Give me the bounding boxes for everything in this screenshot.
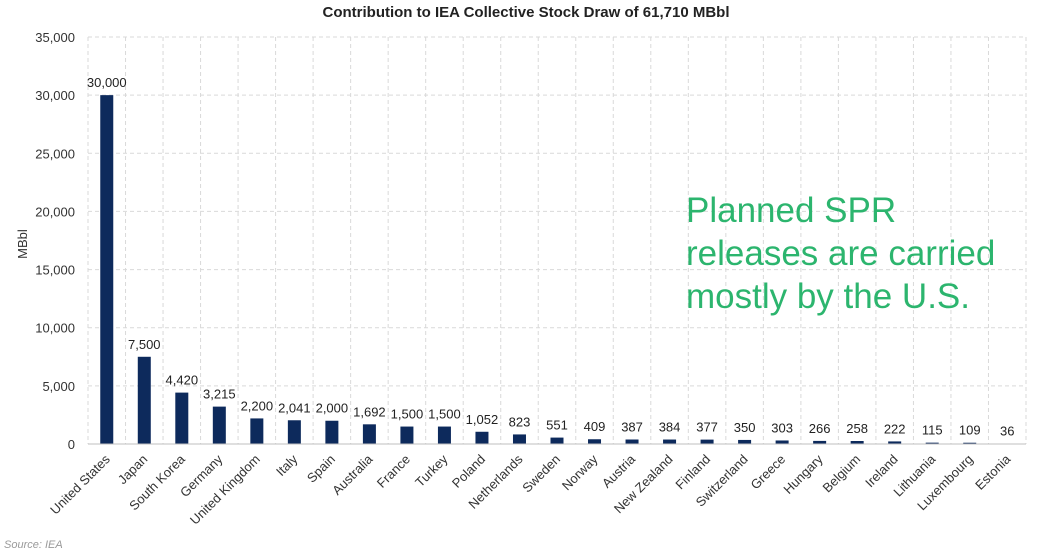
data-label: 222	[884, 421, 906, 436]
x-tick-label: Turkey	[412, 451, 451, 490]
y-tick-label: 15,000	[35, 263, 75, 278]
x-tick-label: Australia	[329, 451, 376, 498]
data-label: 551	[546, 418, 568, 433]
x-tick-label: Belgium	[819, 452, 863, 496]
bar	[850, 440, 864, 444]
y-tick-label: 30,000	[35, 88, 75, 103]
annotation-line-1: Planned SPR	[686, 191, 896, 230]
bar	[250, 418, 264, 444]
bar	[287, 420, 301, 444]
data-labels: 30,000 7,500 4,420 3,215 2,200 2,041 2,000 1,69…	[87, 75, 1015, 438]
x-tick-label: United Kingdom	[187, 452, 263, 528]
data-label: 1,500	[428, 407, 461, 422]
x-tick-label: Japan	[115, 452, 151, 488]
data-label: 115	[922, 423, 943, 438]
annotation-line-3: mostly by the U.S.	[686, 277, 970, 316]
y-axis-label: MBbl	[15, 229, 30, 259]
bar	[663, 439, 677, 444]
annotation-line-2: releases are carried	[686, 234, 995, 273]
data-label: 2,000	[316, 401, 349, 416]
bar	[888, 441, 902, 444]
x-tick-label: United States	[47, 451, 113, 517]
x-tick-label: Italy	[273, 451, 301, 479]
y-tick-label: 0	[68, 437, 75, 452]
bar	[700, 439, 714, 444]
data-label: 30,000	[87, 75, 127, 90]
bar	[588, 439, 602, 444]
bar	[775, 440, 789, 444]
x-tick-label: Sweden	[519, 452, 563, 496]
y-tick-label: 20,000	[35, 204, 75, 219]
bar	[362, 424, 376, 444]
bars	[100, 95, 1014, 445]
data-label: 409	[584, 419, 606, 434]
bar	[625, 439, 639, 444]
bar	[437, 426, 451, 444]
x-tick-label: France	[374, 452, 413, 491]
bar	[925, 442, 939, 444]
bar	[400, 426, 414, 444]
data-label: 2,200	[241, 398, 274, 413]
data-label: 3,215	[203, 387, 236, 402]
bar	[137, 356, 151, 444]
bar	[550, 437, 564, 444]
data-label: 384	[659, 420, 681, 435]
x-tick-label: Spain	[304, 452, 338, 486]
data-label: 823	[509, 414, 531, 429]
data-label: 350	[734, 420, 756, 435]
x-tick-label: Estonia	[972, 451, 1014, 493]
bar	[963, 442, 977, 444]
x-tick-label: Hungary	[780, 451, 826, 497]
data-label: 7,500	[128, 337, 161, 352]
data-label: 303	[771, 420, 793, 435]
chart-title: Contribution to IEA Collective Stock Dra…	[323, 4, 730, 21]
y-tick-label: 5,000	[42, 379, 75, 394]
bar	[325, 420, 339, 444]
data-label: 1,052	[466, 412, 499, 427]
gridlines	[87, 36, 1027, 444]
data-label: 387	[621, 419, 643, 434]
x-tick-label: Norway	[559, 451, 601, 493]
data-label: 4,420	[166, 373, 199, 388]
data-label: 2,041	[278, 400, 311, 415]
y-tick-label: 10,000	[35, 321, 75, 336]
data-label: 258	[846, 421, 868, 436]
bar	[738, 439, 752, 444]
y-axis-ticks: 0 5,000 10,000 15,000 20,000 25,000 30,000 35,0…	[35, 30, 75, 452]
bar	[475, 431, 489, 444]
bar	[212, 406, 226, 444]
bar	[100, 95, 114, 445]
source-note: Source: IEA	[4, 539, 63, 551]
data-label: 1,500	[391, 407, 424, 422]
data-label: 36	[1000, 424, 1014, 439]
data-label: 377	[696, 420, 718, 435]
data-label: 266	[809, 421, 831, 436]
data-label: 1,692	[353, 404, 386, 419]
bar	[813, 440, 827, 444]
y-tick-label: 35,000	[35, 30, 75, 45]
bar	[512, 434, 526, 444]
bar	[175, 392, 189, 444]
y-tick-label: 25,000	[35, 146, 75, 161]
data-label: 109	[959, 423, 981, 438]
